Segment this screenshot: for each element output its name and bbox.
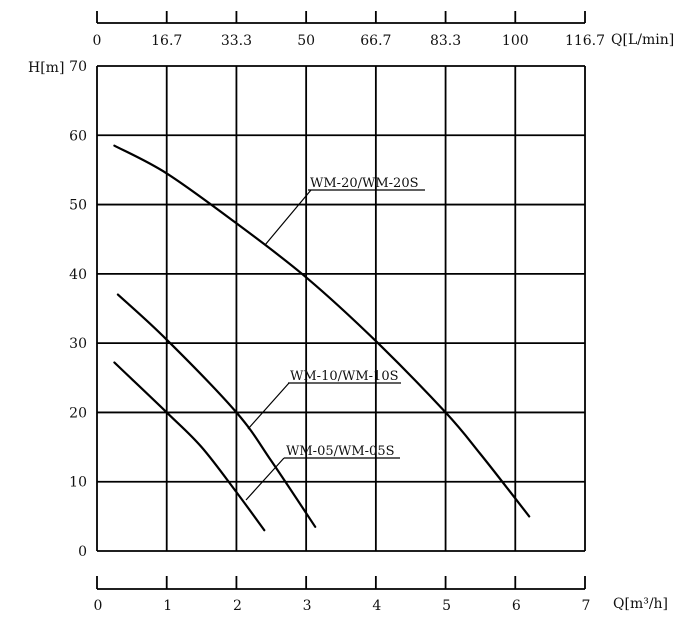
x-tick-label: 3 [303, 598, 312, 614]
y-tick-label: 50 [69, 198, 87, 214]
x2-tick-label: 50 [297, 33, 315, 49]
x2-tick-label: 16.7 [151, 33, 182, 49]
y-tick-label: 40 [69, 267, 87, 283]
y-tick-label: 70 [69, 59, 87, 75]
series-line-2 [113, 361, 266, 532]
x-tick-label: 2 [233, 598, 242, 614]
x-tick-label: 1 [163, 598, 172, 614]
x-tick-label: 5 [442, 598, 451, 614]
y-tick-label: 60 [69, 128, 87, 144]
series-leader-line [245, 457, 285, 501]
y-tick-label: 30 [69, 336, 87, 352]
x-tick-label: 4 [372, 598, 381, 614]
grid [96, 65, 586, 552]
bottom-flow-axis: Q[m³/h] 0 1 2 3 4 5 6 7 [94, 576, 668, 614]
head-axis: H[m] 0 10 20 30 40 50 60 70 [28, 59, 87, 560]
x2-tick-label: 33.3 [221, 33, 252, 49]
pump-curves [113, 144, 531, 532]
top-flow-axis: Q[L/min] 0 16.7 33.3 50 66.7 83.3 100 116.7 [93, 11, 674, 49]
x2-tick-label: 0 [93, 33, 102, 49]
series-leader-line [247, 382, 290, 430]
x2-tick-label: 116.7 [565, 33, 605, 49]
x-tick-label: 6 [512, 598, 521, 614]
series-labels: WM-20/WM-20S WM-10/WM-10S WM-05/WM-05S [245, 176, 425, 501]
y-axis-label: H[m] [28, 60, 64, 76]
series-label-0: WM-20/WM-20S [310, 176, 419, 191]
series-line-0 [113, 144, 531, 518]
x-tick-label: 7 [582, 598, 591, 614]
y-tick-label: 10 [69, 475, 87, 491]
x2-tick-label: 83.3 [430, 33, 461, 49]
x2-tick-label: 100 [502, 33, 529, 49]
x2-tick-label: 66.7 [360, 33, 391, 49]
y-tick-label: 0 [78, 544, 87, 560]
y-tick-label: 20 [69, 405, 87, 421]
series-line-1 [116, 293, 317, 528]
series-label-2: WM-05/WM-05S [286, 444, 395, 459]
series-label-1: WM-10/WM-10S [290, 369, 399, 384]
bottom-axis-label: Q[m³/h] [613, 596, 668, 612]
x-tick-label: 0 [94, 598, 103, 614]
series-leader-line [264, 189, 312, 246]
top-axis-label: Q[L/min] [611, 32, 674, 48]
